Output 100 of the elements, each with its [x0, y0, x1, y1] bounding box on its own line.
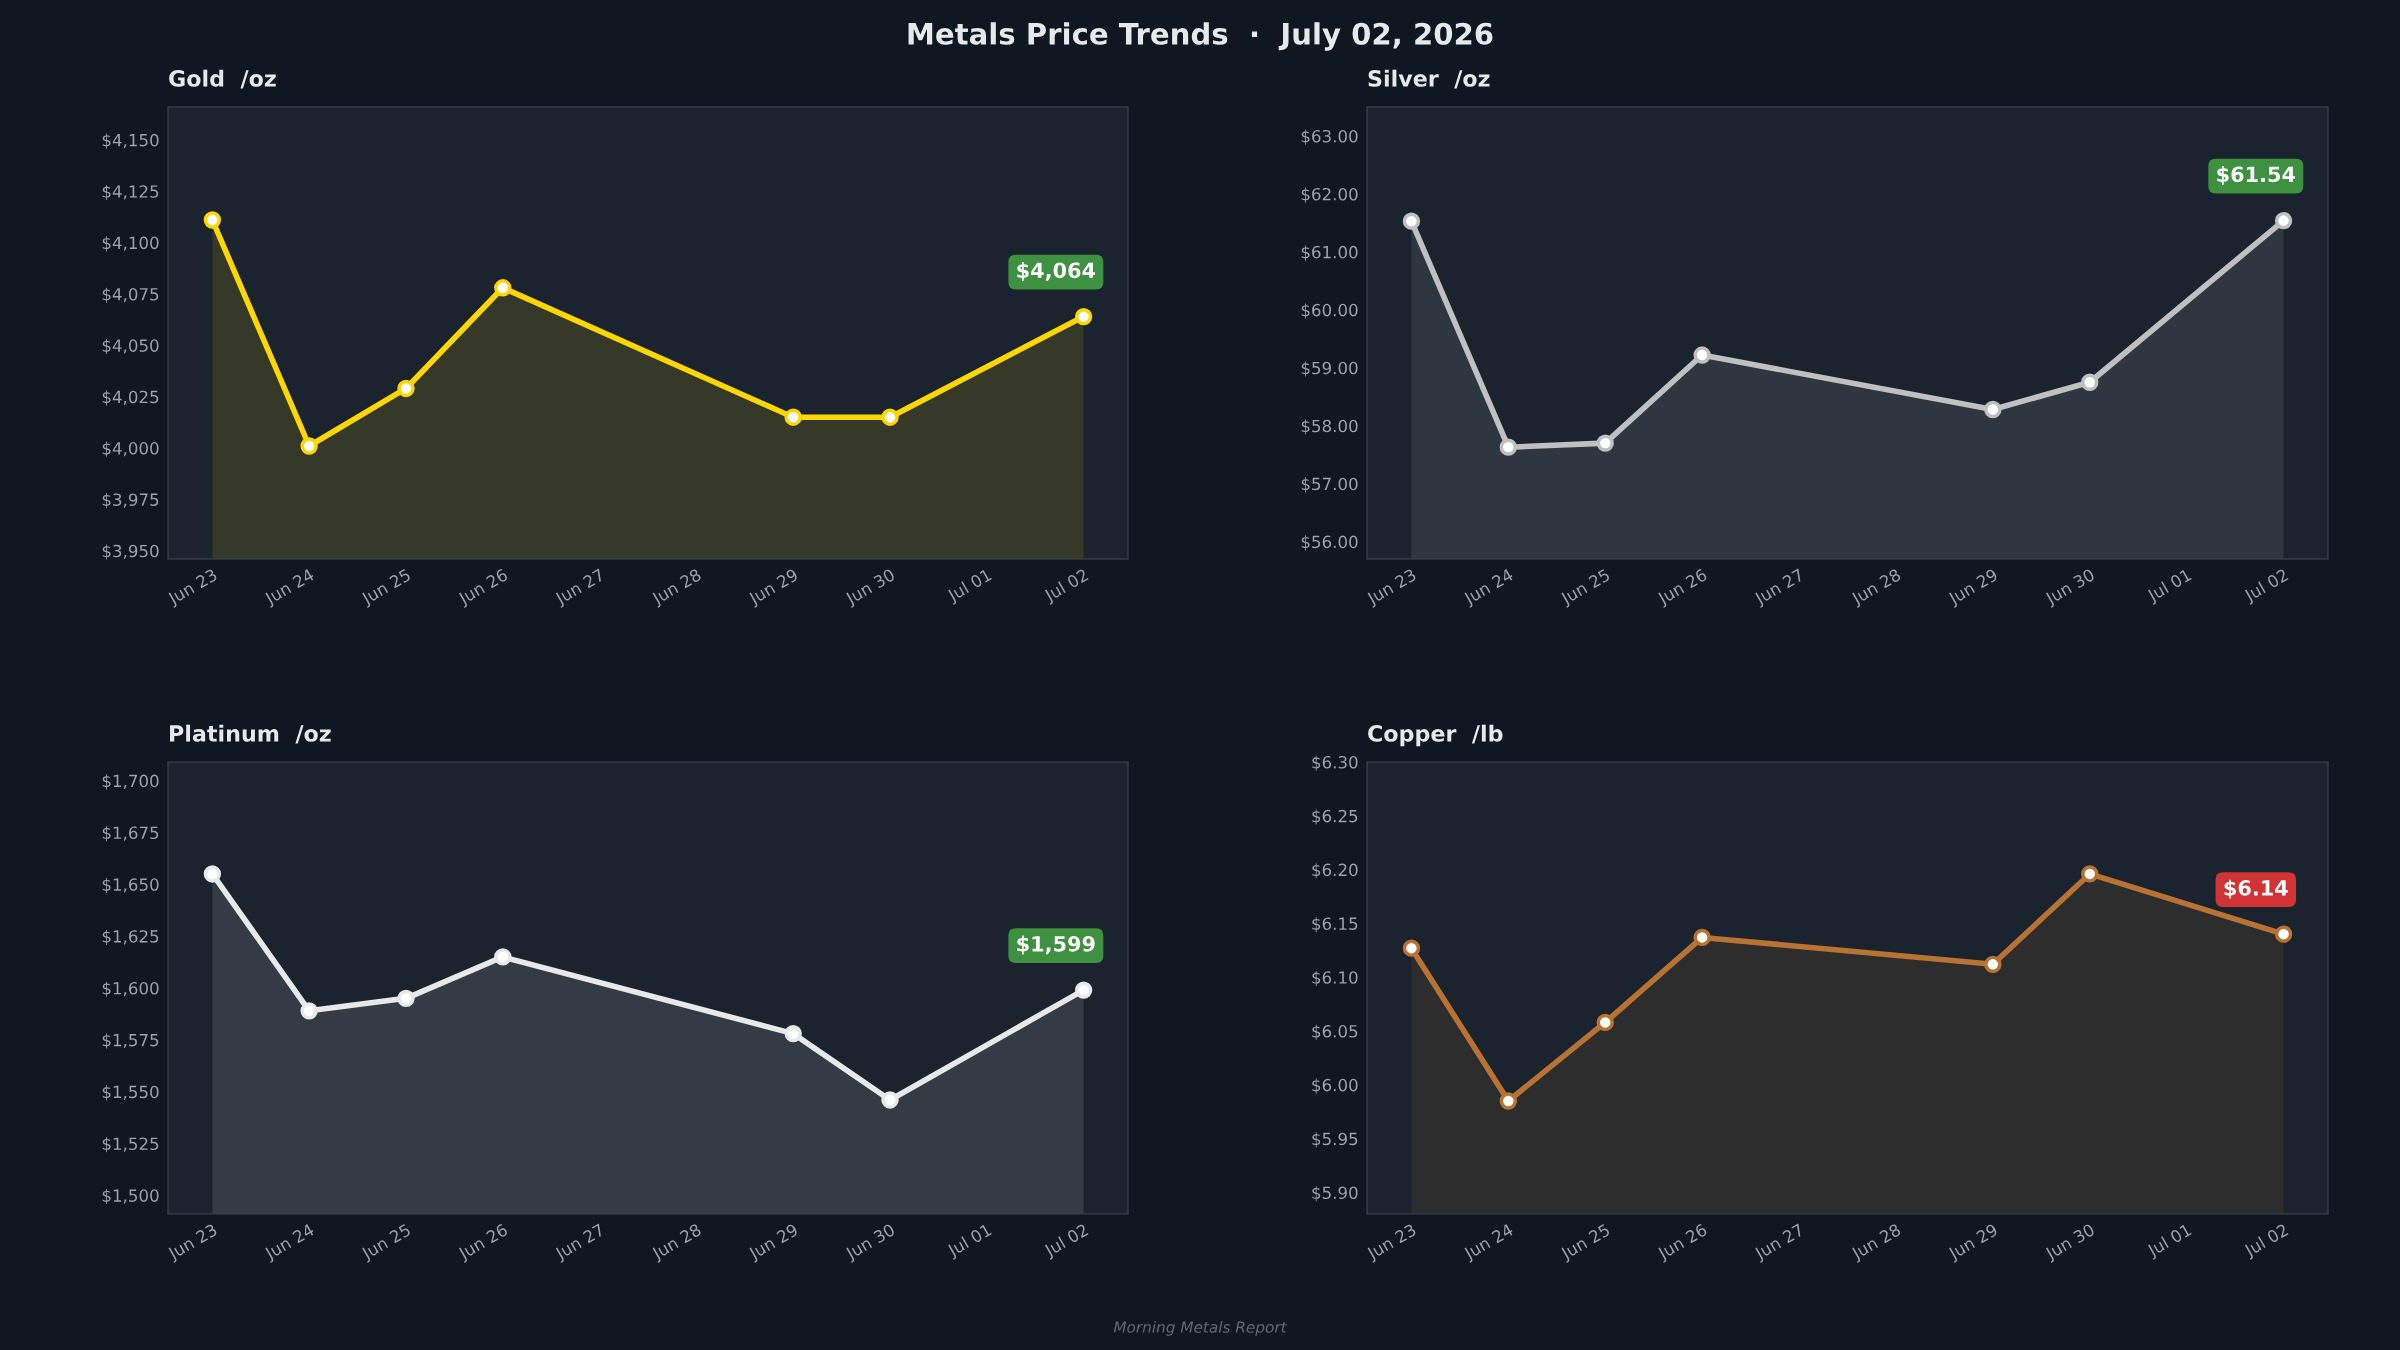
y-tick-label: $1,525 — [102, 1137, 159, 1153]
x-tick-label: Jun 30 — [843, 1223, 898, 1263]
x-tick-label: Jul 02 — [2242, 568, 2291, 605]
x-tick-label: Jun 27 — [553, 1223, 607, 1263]
data-label: $4,064 — [1017, 262, 1096, 281]
x-tick-label: Jun 28 — [1849, 1223, 1903, 1263]
y-tick-label: $4,025 — [102, 390, 159, 406]
y-tick-label: $1,650 — [102, 878, 159, 894]
x-tick-label: Jun 28 — [1849, 568, 1903, 608]
point — [300, 1002, 318, 1020]
x-tick-label: Jun 29 — [747, 568, 801, 608]
y-tick-label: $56.00 — [1301, 535, 1358, 551]
x-tick-label: Jul 02 — [1042, 568, 1091, 605]
x-tick-label: Jun 29 — [1946, 568, 2000, 608]
point — [1984, 955, 2002, 974]
y-tick-label: $6.25 — [1312, 809, 1358, 825]
point — [784, 1024, 802, 1043]
x-tick-label: Jun 28 — [650, 568, 704, 608]
x-tick-label: Jul 01 — [2145, 568, 2194, 605]
x-tick-label: Jun 23 — [1365, 1223, 1419, 1263]
point — [2274, 211, 2293, 230]
x-tick-label: Jun 30 — [2043, 568, 2097, 608]
x-tick-label: Jul 01 — [2145, 1223, 2194, 1260]
x-tick-label: Jun 24 — [1462, 568, 1516, 608]
text: Morning Metals Report — [1113, 1321, 1288, 1336]
y-tick-label: $58.00 — [1301, 419, 1358, 435]
x-tick-label: Jun 25 — [1559, 1223, 1612, 1263]
point — [1499, 1092, 1517, 1110]
point — [397, 989, 415, 1008]
x-tick-label: Jul 01 — [945, 1223, 994, 1260]
point — [1074, 307, 1093, 326]
data-label: $1,599 — [1017, 935, 1095, 955]
y-tick-label: $1,625 — [102, 929, 159, 945]
x-tick-label: Jun 26 — [456, 568, 510, 608]
x-tick-label: Jun 23 — [166, 1223, 220, 1263]
y-tick-label: $5.90 — [1312, 1186, 1358, 1202]
x-tick-label: Jun 29 — [1946, 1223, 2000, 1263]
y-tick-label: $61.00 — [1301, 245, 1358, 261]
point — [1402, 939, 1421, 957]
point — [203, 211, 222, 229]
x-tick-label: Jun 24 — [263, 1223, 317, 1263]
chart-title: Gold /oz — [169, 69, 276, 89]
x-tick-label: Jun 23 — [1365, 568, 1419, 608]
point — [1596, 434, 1614, 452]
point — [881, 408, 899, 426]
y-tick-label: $1,700 — [102, 774, 159, 790]
point — [203, 865, 222, 883]
y-tick-label: $57.00 — [1301, 477, 1358, 493]
point — [784, 408, 802, 426]
y-tick-label: $6.10 — [1312, 970, 1358, 987]
y-tick-label: $6.30 — [1312, 755, 1358, 771]
x-tick-label: Jun 24 — [1462, 1223, 1516, 1263]
y-tick-label: $4,075 — [102, 287, 159, 303]
x-tick-label: Jun 29 — [747, 1223, 801, 1263]
x-tick-label: Jun 27 — [1752, 568, 1806, 608]
y-tick-label: $6.20 — [1312, 863, 1358, 879]
y-tick-label: $62.00 — [1301, 187, 1358, 203]
point — [1499, 438, 1517, 456]
x-tick-label: Jun 30 — [2043, 1223, 2097, 1263]
x-tick-label: Jun 30 — [843, 568, 898, 608]
y-tick-label: $3,975 — [102, 493, 159, 509]
y-tick-label: $4,125 — [102, 184, 159, 201]
chart-title: Platinum /oz — [170, 724, 331, 744]
point — [2081, 865, 2099, 883]
chart-title: Copper /lb — [1368, 724, 1503, 747]
x-tick-label: Jun 26 — [1656, 568, 1710, 608]
x-tick-label: Jun 25 — [359, 568, 413, 608]
y-tick-label: $4,100 — [102, 236, 159, 252]
y-tick-label: $59.00 — [1301, 361, 1358, 377]
y-tick-label: $4,050 — [102, 339, 159, 355]
x-tick-label: Jun 26 — [456, 1223, 510, 1263]
x-tick-label: Jun 27 — [1752, 1223, 1806, 1263]
point — [1693, 346, 1711, 364]
x-tick-label: Jun 28 — [650, 1223, 704, 1263]
data-label: $61.54 — [2217, 166, 2296, 185]
y-tick-label: $1,500 — [102, 1189, 159, 1205]
point — [300, 437, 318, 455]
data-label: $6.14 — [2224, 879, 2288, 899]
point — [1984, 400, 2002, 419]
y-tick-label: $3,950 — [102, 544, 159, 560]
chart-title: Silver /oz — [1368, 69, 1490, 89]
point — [1596, 1013, 1614, 1032]
x-tick-label: Jun 27 — [553, 568, 607, 608]
point — [881, 1091, 899, 1109]
x-tick-label: Jul 01 — [945, 568, 994, 605]
text: Metals Price Trends · July 02, 2026 — [908, 22, 1493, 51]
x-tick-label: Jun 25 — [1559, 568, 1612, 608]
y-tick-label: $63.00 — [1301, 129, 1358, 145]
point — [494, 279, 512, 297]
x-tick-label: Jul 02 — [2242, 1223, 2291, 1260]
x-tick-label: Jul 02 — [1042, 1223, 1091, 1260]
point — [2081, 373, 2099, 391]
y-tick-label: $60.00 — [1301, 303, 1358, 319]
y-tick-label: $6.05 — [1312, 1024, 1358, 1040]
y-tick-label: $1,550 — [102, 1085, 159, 1101]
x-tick-label: Jun 25 — [359, 1223, 413, 1263]
x-tick-label: Jun 24 — [263, 568, 317, 608]
y-tick-label: $1,675 — [102, 826, 159, 842]
y-tick-label: $6.15 — [1312, 917, 1358, 933]
y-tick-label: $5.95 — [1312, 1132, 1358, 1148]
